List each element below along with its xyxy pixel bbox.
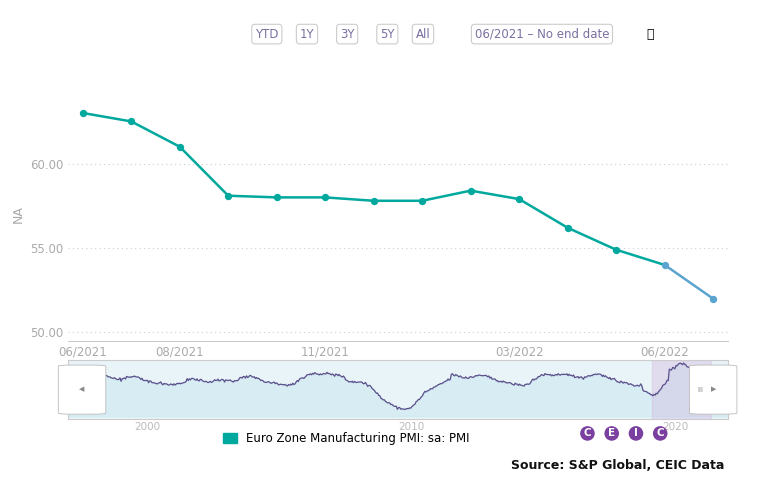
Text: C: C bbox=[584, 429, 591, 438]
Text: 1Y: 1Y bbox=[299, 28, 315, 40]
Text: I: I bbox=[634, 429, 638, 438]
Text: C: C bbox=[656, 429, 664, 438]
Point bbox=[416, 197, 428, 205]
Text: 06/2021 – No end date: 06/2021 – No end date bbox=[475, 28, 609, 40]
Text: E: E bbox=[608, 429, 615, 438]
Text: ◀: ◀ bbox=[80, 387, 85, 393]
Point bbox=[222, 192, 234, 200]
Y-axis label: NA: NA bbox=[11, 206, 24, 223]
Point bbox=[610, 246, 622, 254]
Point bbox=[77, 109, 89, 117]
Point bbox=[368, 197, 380, 205]
FancyBboxPatch shape bbox=[58, 365, 106, 414]
Text: ▶: ▶ bbox=[710, 387, 716, 393]
FancyBboxPatch shape bbox=[690, 365, 737, 414]
Text: 🗓: 🗓 bbox=[647, 28, 654, 40]
Text: Source: S&P Global, CEIC Data: Source: S&P Global, CEIC Data bbox=[511, 459, 724, 471]
Point bbox=[271, 193, 283, 201]
Point bbox=[513, 195, 525, 203]
Text: All: All bbox=[415, 28, 431, 40]
Point bbox=[659, 261, 671, 269]
Text: III: III bbox=[697, 387, 703, 393]
Point bbox=[125, 117, 137, 125]
Text: 3Y: 3Y bbox=[340, 28, 355, 40]
Legend: Euro Zone Manufacturing PMI: sa: PMI: Euro Zone Manufacturing PMI: sa: PMI bbox=[218, 427, 475, 450]
Point bbox=[319, 193, 331, 201]
Point bbox=[465, 187, 477, 194]
Text: YTD: YTD bbox=[255, 28, 279, 40]
Point bbox=[174, 143, 186, 150]
Point bbox=[707, 295, 719, 302]
Text: 5Y: 5Y bbox=[380, 28, 395, 40]
Point bbox=[562, 224, 574, 232]
Bar bbox=[652, 360, 711, 419]
